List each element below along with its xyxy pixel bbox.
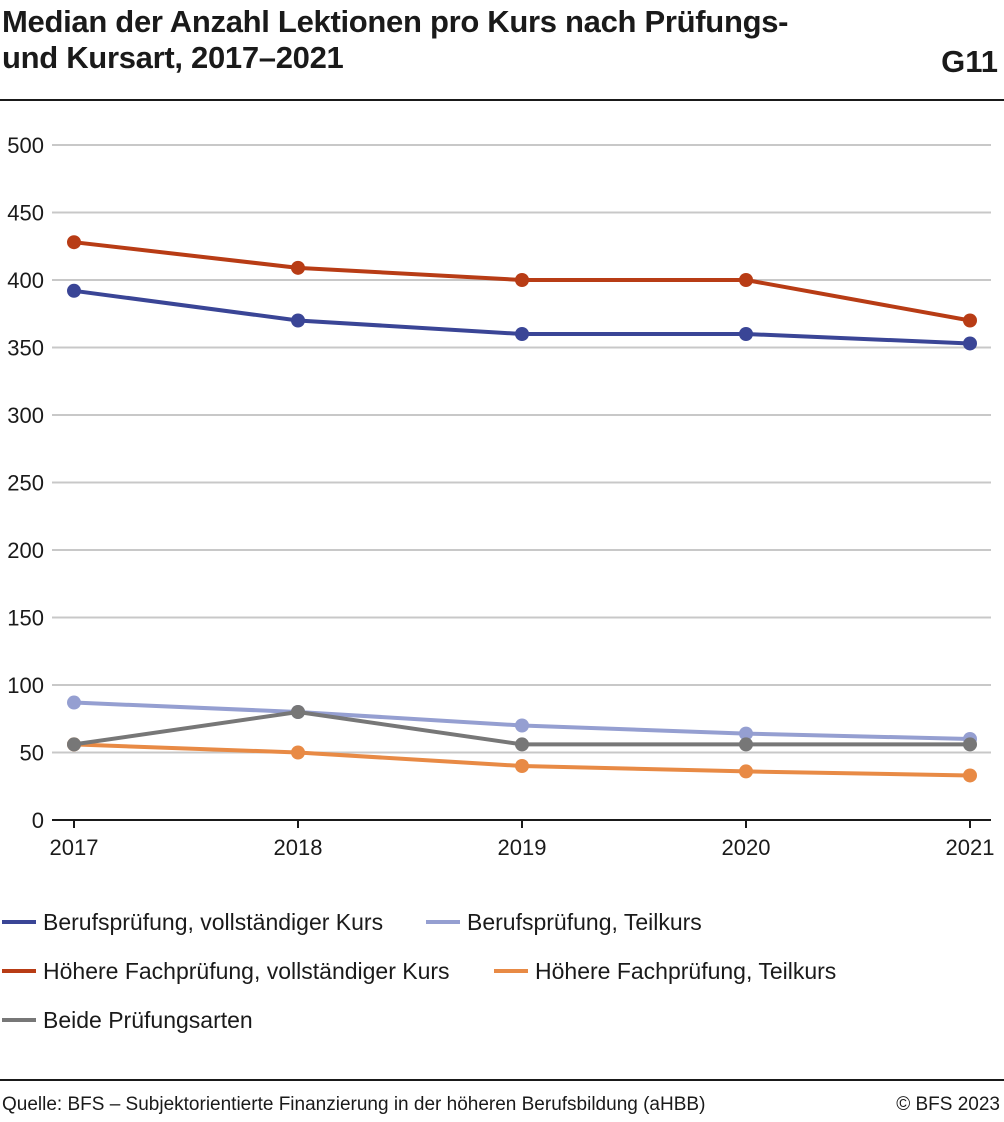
y-tick-label-400: 400 (7, 268, 44, 293)
data-point-4-2020 (739, 764, 753, 779)
data-series (67, 235, 977, 783)
data-point-1-2019 (515, 327, 529, 341)
data-point-1-2020 (739, 327, 753, 341)
data-point-5-2019 (515, 737, 529, 752)
legend-item-4: Höhere Fachprüfung, Teilkurs (494, 949, 836, 993)
legend-swatch-3 (2, 969, 36, 973)
x-tick-label-2019: 2019 (498, 835, 547, 860)
data-point-5-2020 (739, 737, 753, 752)
y-tick-label-200: 200 (7, 538, 44, 563)
footer-divider (0, 1079, 1004, 1081)
x-tick-label-2020: 2020 (722, 835, 771, 860)
data-point-1-2017 (67, 283, 81, 298)
y-tick-label-350: 350 (7, 336, 44, 361)
data-point-3-2020 (739, 273, 753, 287)
y-tick-label-300: 300 (7, 403, 44, 428)
legend-label-3: Höhere Fachprüfung, vollständiger Kurs (43, 957, 450, 984)
data-point-1-2018 (291, 313, 305, 328)
data-point-3-2019 (515, 273, 529, 287)
chart-title: Median der Anzahl Lektionen pro Kurs nac… (2, 4, 902, 76)
legend-item-2: Berufsprüfung, Teilkurs (426, 900, 702, 944)
legend-label-1: Berufsprüfung, vollständiger Kurs (43, 908, 384, 935)
y-tick-label-250: 250 (7, 471, 44, 496)
data-point-3-2018 (291, 260, 305, 275)
chart-title-line-2: und Kursart, 2017–2021 (2, 40, 344, 75)
legend-label-4: Höhere Fachprüfung, Teilkurs (535, 957, 837, 984)
y-tick-label-450: 450 (7, 201, 44, 226)
y-tick-label-150: 150 (7, 606, 44, 631)
y-tick-label-100: 100 (7, 673, 44, 698)
chart-title-line-1: Median der Anzahl Lektionen pro Kurs nac… (2, 4, 789, 39)
data-point-2-2020 (739, 726, 753, 741)
y-tick-label-0: 0 (32, 808, 44, 833)
line-chart: 0 50 100 150 200 250 300 350 400 450 500 2017 2018 20… (7, 133, 994, 860)
x-tick-label-2018: 2018 (274, 835, 323, 860)
series-5 (67, 705, 977, 752)
series-1 (67, 283, 977, 351)
data-point-5-2021 (963, 737, 977, 752)
data-point-1-2021 (963, 336, 977, 351)
data-point-2-2017 (67, 695, 81, 710)
copyright-note: © BFS 2023 (896, 1094, 1000, 1115)
data-point-4-2021 (963, 768, 977, 783)
legend-swatch-4 (494, 969, 528, 973)
data-point-4-2019 (515, 759, 529, 773)
legend-swatch-1 (2, 920, 36, 924)
x-tick-label-2021: 2021 (946, 835, 995, 860)
x-tick-label-2017: 2017 (50, 835, 99, 860)
legend-item-5: Beide Prüfungsarten (2, 998, 253, 1042)
legend-label-5: Beide Prüfungsarten (43, 1006, 253, 1033)
legend-label-2: Berufsprüfung, Teilkurs (467, 908, 702, 935)
grid-lines (52, 144, 991, 754)
source-note: Quelle: BFS – Subjektorientierte Finanzi… (2, 1094, 706, 1115)
y-tick-label-50: 50 (20, 741, 44, 766)
legend-swatch-2 (426, 920, 460, 924)
data-point-3-2021 (963, 313, 977, 328)
data-point-3-2017 (67, 235, 81, 250)
data-point-2-2019 (515, 718, 529, 733)
legend-item-1: Berufsprüfung, vollständiger Kurs (2, 900, 383, 944)
figure-id: G11 (941, 44, 998, 79)
series-3 (67, 235, 977, 328)
data-point-5-2017 (67, 737, 81, 752)
legend-item-3: Höhere Fachprüfung, vollständiger Kurs (2, 949, 450, 993)
data-point-5-2018 (291, 705, 305, 719)
header-divider (0, 99, 1004, 101)
axes: 0 50 100 150 200 250 300 350 400 450 500 2017 2018 20… (7, 133, 994, 860)
legend-swatch-5 (2, 1018, 36, 1022)
y-tick-label-500: 500 (7, 133, 44, 158)
data-point-4-2018 (291, 745, 305, 760)
